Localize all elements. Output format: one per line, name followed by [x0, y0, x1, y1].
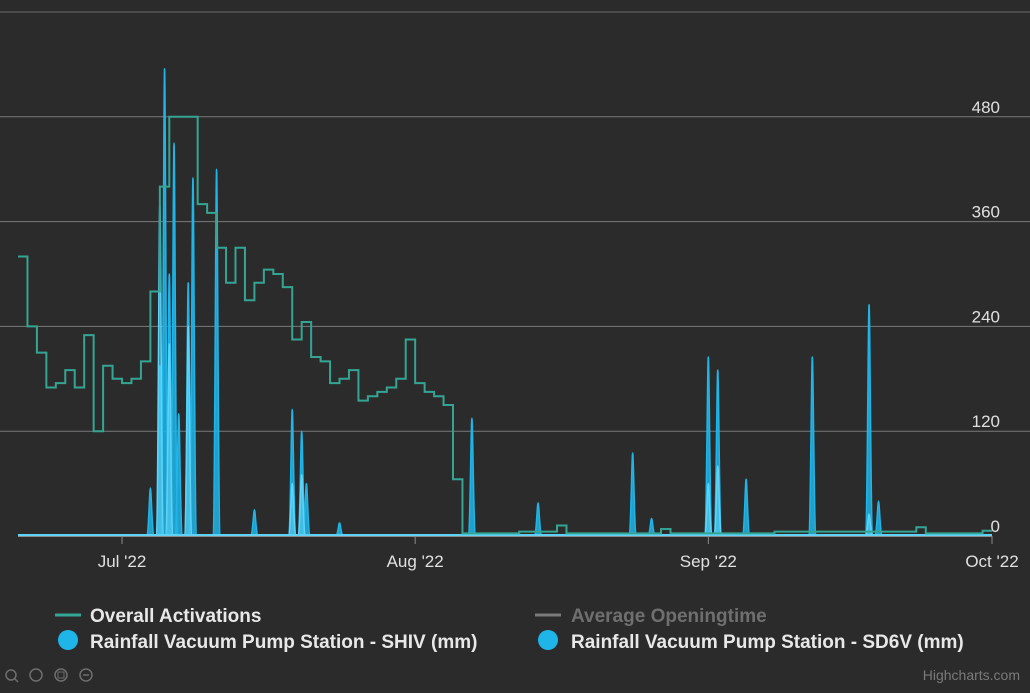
reset-zoom-icon[interactable]: [29, 668, 43, 682]
rainfall-point: [807, 356, 818, 537]
x-tick-label: Sep '22: [680, 552, 737, 571]
y-tick-label: 360: [972, 203, 1000, 222]
zoom-in-icon[interactable]: [5, 669, 19, 683]
rainfall-point: [741, 478, 751, 537]
rainfall-point: [287, 482, 297, 537]
rainfall-point: [169, 142, 179, 537]
series-layer: [18, 67, 992, 537]
rainfall-point: [188, 177, 198, 537]
x-tick-label: Aug '22: [387, 552, 444, 571]
legend-circle-icon: [58, 630, 78, 650]
rainfall-point: [627, 452, 638, 537]
rainfall-point: [296, 474, 307, 537]
x-tick-label: Oct '22: [965, 552, 1018, 571]
y-tick-label: 480: [972, 98, 1000, 117]
menu-icon[interactable]: [79, 668, 93, 682]
rainfall-point: [183, 325, 193, 537]
legend-circle-icon: [538, 630, 558, 650]
rainfall-point: [211, 168, 222, 537]
rainfall-point: [145, 487, 156, 537]
rainfall-point: [703, 482, 714, 537]
legend: Overall Activations Average Openingtime …: [55, 606, 964, 653]
y-tick-label: 0: [991, 517, 1000, 536]
legend-item-rainfall-shiv[interactable]: Rainfall Vacuum Pump Station - SHIV (mm): [58, 630, 477, 653]
legend-item-average-openingtime[interactable]: Average Openingtime: [535, 606, 767, 627]
rainfall-point: [864, 303, 874, 537]
y-tick-label: 240: [972, 307, 1000, 326]
axis-layer: 0 120 240 360 480 Jul '22 Aug '22 Sep '22 Oct '2…: [18, 98, 1019, 571]
toolbar: [5, 668, 93, 683]
rainfall-point: [533, 502, 543, 537]
x-tick-label: Jul '22: [98, 552, 147, 571]
rainfall-point: [174, 412, 184, 537]
credits-link[interactable]: Highcharts.com: [923, 667, 1020, 683]
legend-item-overall-activations[interactable]: Overall Activations: [55, 606, 261, 627]
legend-item-rainfall-sd6v[interactable]: Rainfall Vacuum Pump Station - SD6V (mm): [538, 630, 964, 653]
series-overall-activations: [18, 115, 992, 535]
rainfall-point: [249, 509, 260, 537]
rainfall-point: [164, 343, 175, 537]
rainfall-point: [703, 356, 714, 537]
legend-label-average-openingtime: Average Openingtime: [571, 606, 767, 627]
rainfall-point: [467, 417, 477, 537]
rainfall-point: [713, 465, 723, 537]
legend-label-rainfall-sd6v: Rainfall Vacuum Pump Station - SD6V (mm): [571, 632, 964, 653]
legend-label-overall-activations: Overall Activations: [90, 606, 261, 627]
fullscreen-icon[interactable]: [54, 668, 68, 682]
series-rainfall-sd6v: [18, 203, 992, 537]
y-tick-label: 120: [972, 412, 1000, 431]
legend-label-rainfall-shiv: Rainfall Vacuum Pump Station - SHIV (mm): [90, 632, 477, 653]
